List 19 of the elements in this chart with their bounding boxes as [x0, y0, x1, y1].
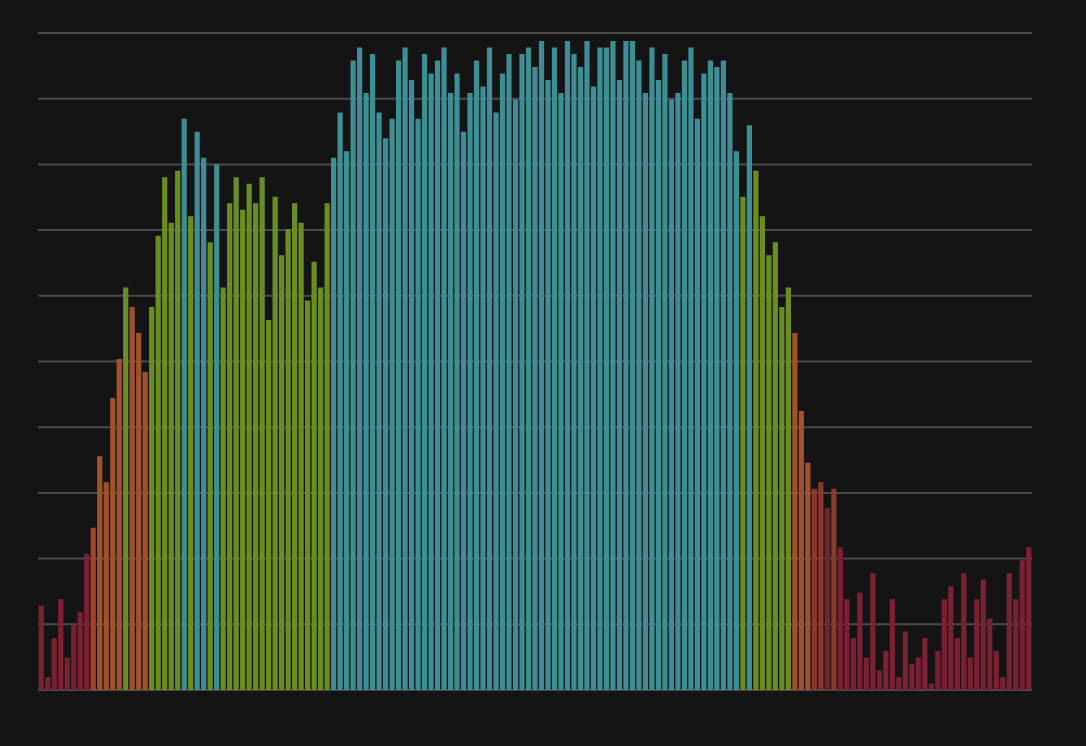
bar: [785, 287, 791, 690]
bar: [331, 157, 337, 690]
bar: [792, 333, 798, 690]
bar: [149, 307, 155, 690]
bar: [97, 456, 103, 690]
bar: [753, 170, 759, 690]
bar: [123, 287, 129, 690]
bar: [831, 488, 837, 690]
bar: [188, 216, 194, 690]
bar: [116, 359, 122, 690]
bar: [746, 125, 752, 690]
bar: [740, 196, 746, 690]
bar: [90, 527, 96, 690]
bar: [214, 164, 220, 690]
bar: [324, 203, 330, 690]
bar: [824, 508, 830, 690]
bar: [142, 371, 148, 690]
bar: [207, 242, 213, 690]
bar: [181, 118, 187, 690]
